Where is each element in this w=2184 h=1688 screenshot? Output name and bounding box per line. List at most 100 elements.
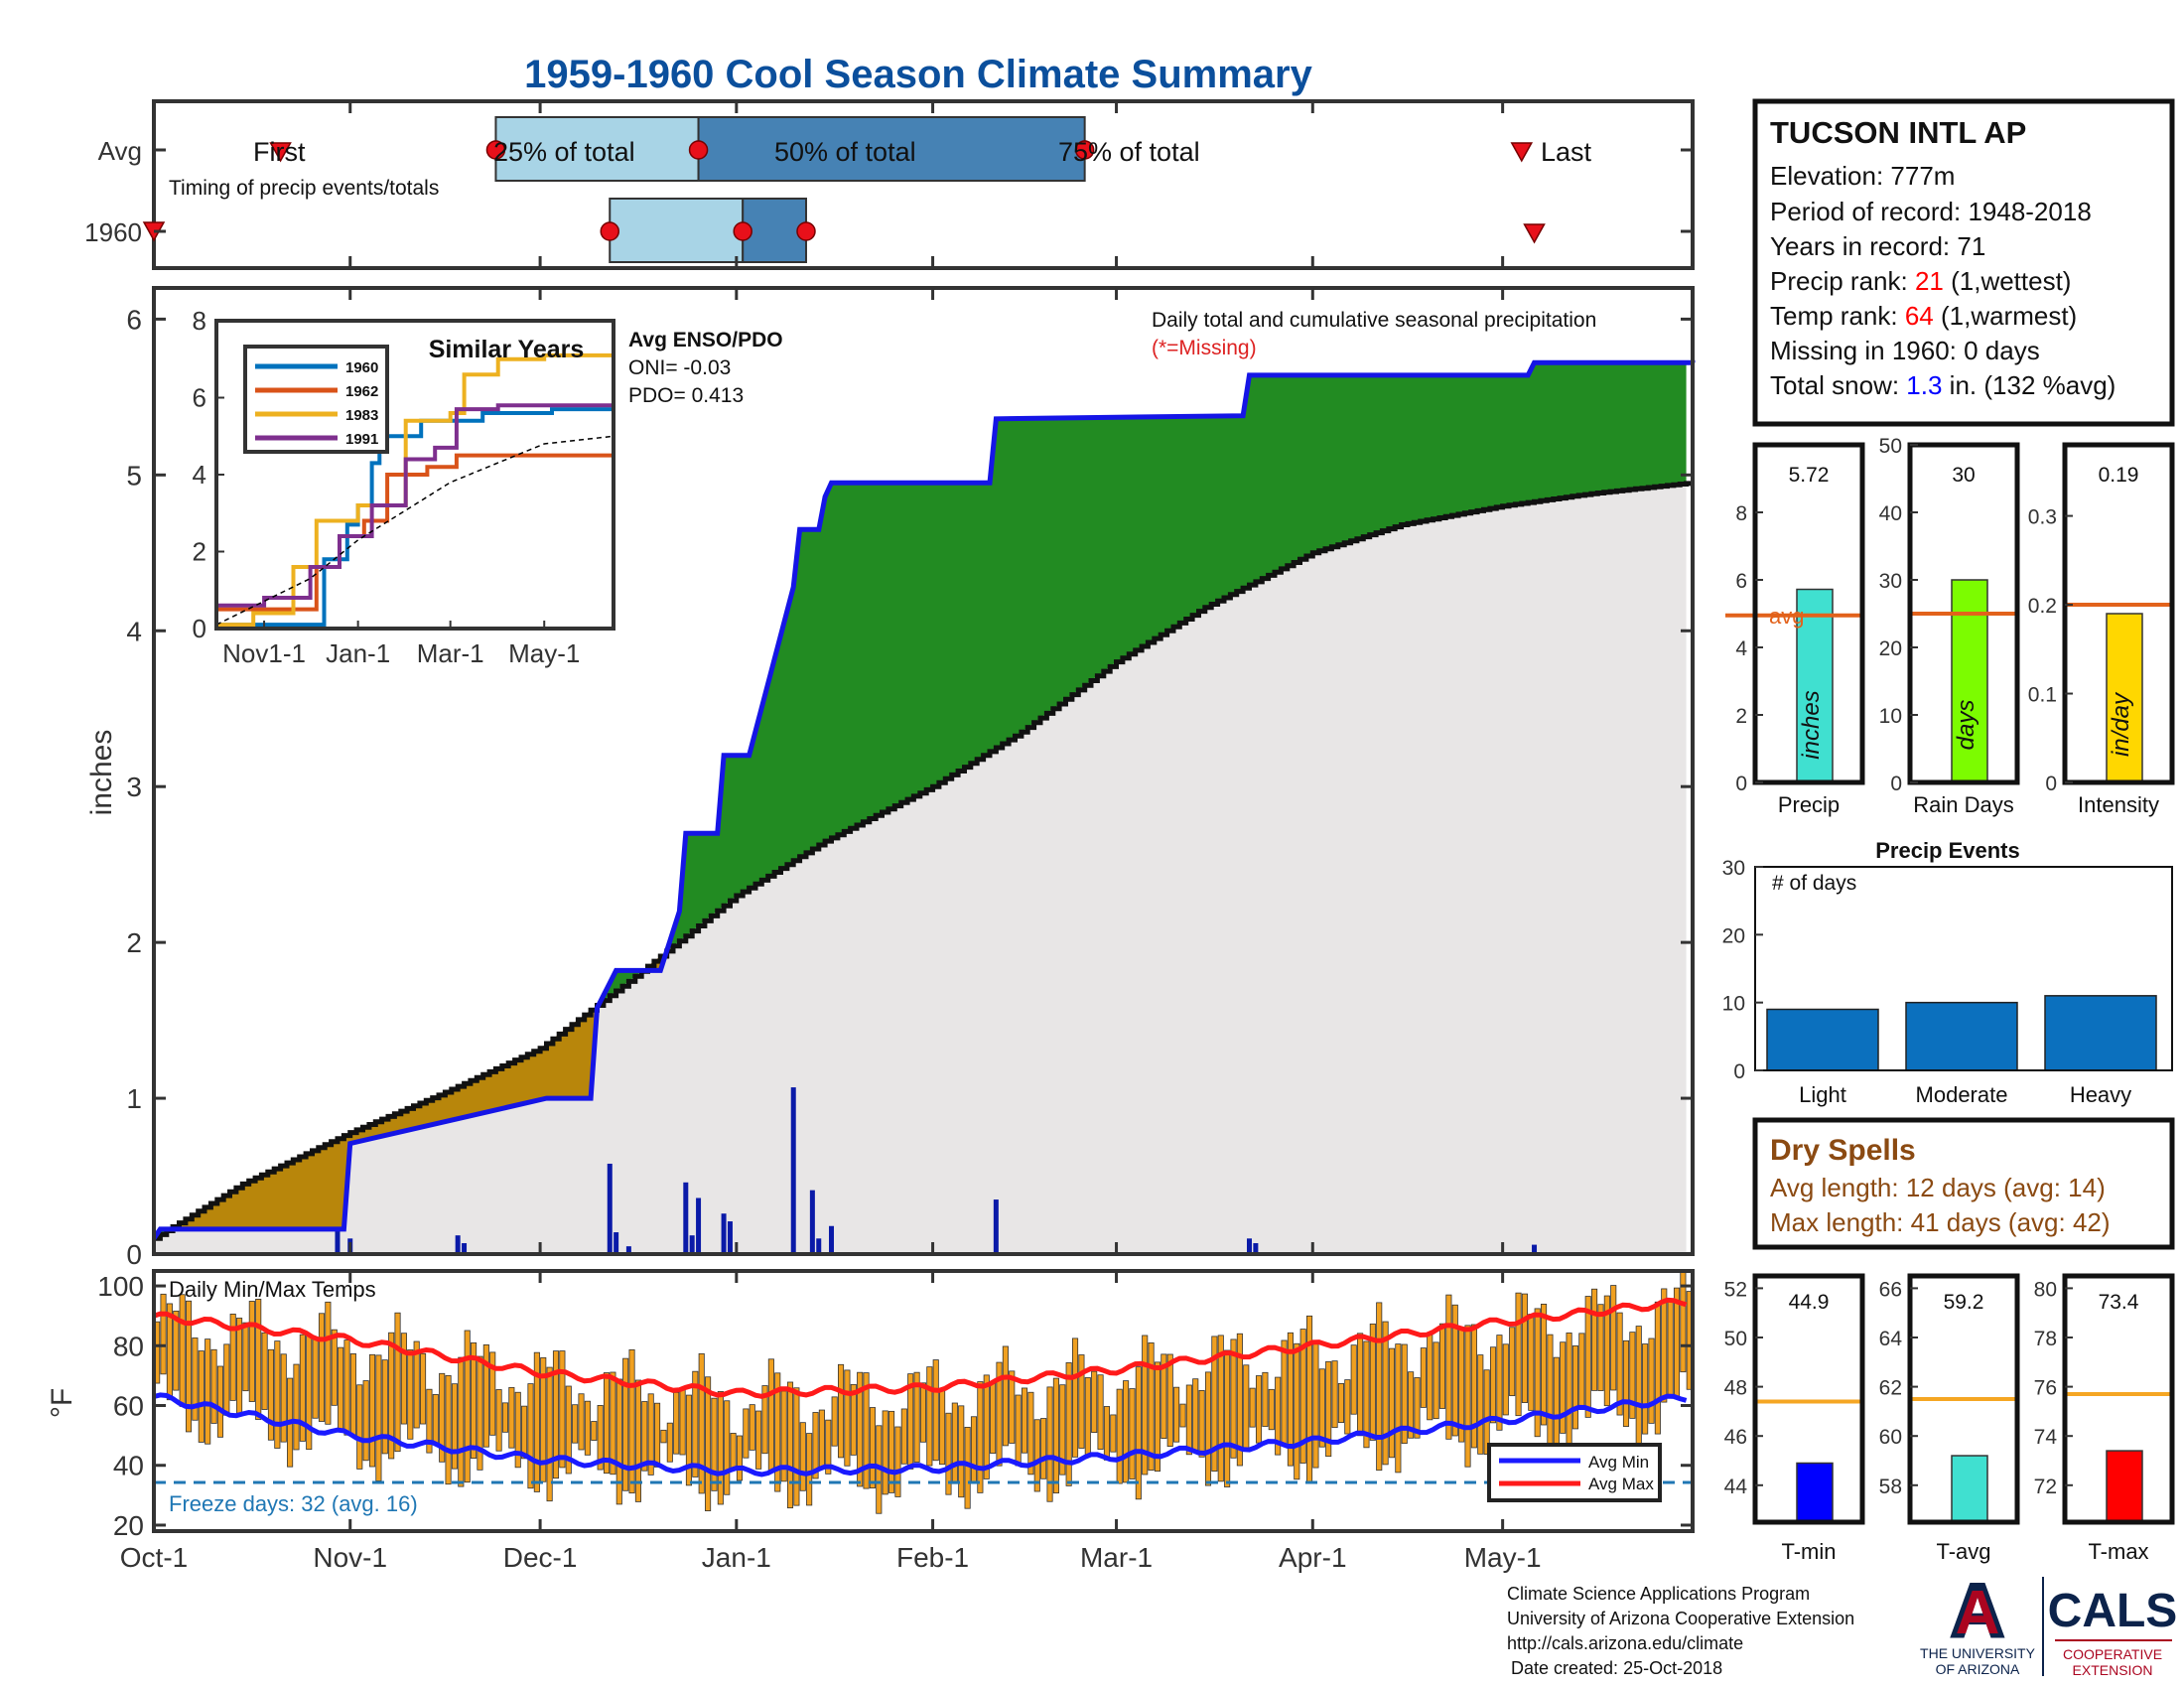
temp-legend xyxy=(1487,1443,1662,1502)
tavg-value: 59.2 xyxy=(1944,1291,1984,1314)
daily-temp-bar xyxy=(198,1350,205,1443)
daily-temp-bar xyxy=(1148,1342,1155,1472)
precip-rank-label: Precip rank: xyxy=(1770,266,1915,296)
daily-temp-bar xyxy=(1560,1341,1567,1434)
similar-y-tick-label: 6 xyxy=(193,383,206,413)
daily-temp-bar xyxy=(192,1337,199,1421)
daily-temp-bar xyxy=(692,1370,699,1477)
month-tick-label: Oct-1 xyxy=(120,1542,188,1573)
avg-50-marker xyxy=(688,140,709,160)
daily-temp-bar xyxy=(1337,1382,1344,1423)
mini-precip-tick-label: 8 xyxy=(1735,502,1747,525)
daily-temp-bar xyxy=(1534,1308,1541,1438)
daily-temp-bar xyxy=(1584,1296,1591,1418)
footer: Climate Science Applications Program Uni… xyxy=(1507,1584,1854,1678)
daily-temp-bar xyxy=(1040,1418,1047,1479)
daily-temp-bar xyxy=(477,1355,483,1471)
daily-temp-bar xyxy=(572,1404,579,1444)
daily-temp-bar xyxy=(755,1410,762,1470)
temp-ylabel: °F xyxy=(46,1388,78,1418)
station-period: Period of record: 1948-2018 xyxy=(1770,197,2092,226)
tmin-value: 44.9 xyxy=(1789,1291,1830,1314)
freeze-note: Freeze days: 32 (avg. 16) xyxy=(169,1491,418,1516)
mini-intensity-tick-label: 0.1 xyxy=(2028,684,2057,707)
daily-temp-bar xyxy=(1541,1303,1548,1426)
avg-last-marker xyxy=(1510,142,1534,163)
timing-label-75: 75% of total xyxy=(1058,137,1200,167)
precip-lines xyxy=(151,359,1696,1241)
station-missing: Missing in 1960: 0 days xyxy=(1770,336,2040,365)
station-snow: Total snow: 1.3 in. (132 %avg) xyxy=(1770,370,2116,400)
daily-temp-bar xyxy=(1597,1304,1604,1391)
precip-daily-bars xyxy=(335,1087,1538,1254)
daily-temp-bar xyxy=(863,1372,870,1489)
mini-intensity-tick-label: 0.3 xyxy=(2028,506,2057,529)
precip-y-tick-label: 5 xyxy=(126,460,142,491)
daily-temp-bar xyxy=(306,1335,313,1451)
mini-precip-tick-label: 4 xyxy=(1735,637,1747,660)
mini-raindays-value: 30 xyxy=(1952,464,1975,487)
daily-temp-bar xyxy=(236,1318,243,1414)
daily-temp-bar xyxy=(1185,1384,1192,1456)
avg-cumulative-line xyxy=(154,481,1693,1241)
daily-temp-bar xyxy=(1078,1354,1085,1449)
dry-spells-frame xyxy=(1752,1117,2175,1250)
daily-temp-bar xyxy=(1477,1354,1484,1455)
missing-label: Missing in 1960: xyxy=(1770,336,1964,365)
dry-spells-title: Dry Spells xyxy=(1770,1134,1916,1167)
events-tick-label: 20 xyxy=(1722,924,1745,947)
tavg-label: T-avg xyxy=(1936,1539,1990,1564)
daily-temp-bar xyxy=(533,1351,540,1492)
event-bar-moderate xyxy=(1905,1001,2018,1071)
month-tick-label: Nov-1 xyxy=(313,1542,387,1573)
daily-temp-bar xyxy=(730,1433,737,1470)
mini-raindays-tick-label: 30 xyxy=(1879,570,1902,593)
temp-y-tick-label: 40 xyxy=(113,1451,144,1481)
tmax-value-bar xyxy=(2106,1450,2143,1523)
station-temp-rank: Temp rank: 64 (1,warmest) xyxy=(1770,301,2077,331)
station-precip-rank: Precip rank: 21 (1,wettest) xyxy=(1770,266,2071,296)
mini-raindays-tick-label: 0 xyxy=(1890,773,1902,795)
page-title: 1959-1960 Cool Season Climate Summary xyxy=(524,53,1312,96)
daily-temp-bar xyxy=(559,1350,566,1469)
timing-label-25: 25% of total xyxy=(493,137,635,167)
mini-raindays-tick-label: 40 xyxy=(1879,502,1902,525)
similar-legend-label-1962: 1962 xyxy=(345,383,378,400)
daily-temp-bar xyxy=(597,1405,604,1471)
mini-raindays-tick-label: 10 xyxy=(1879,705,1902,728)
daily-temp-bar xyxy=(888,1410,895,1493)
tmin-tick-label: 52 xyxy=(1724,1278,1747,1301)
daily-temp-bar xyxy=(1438,1323,1446,1409)
mini-precip-unit: inches xyxy=(1798,690,1825,759)
daily-temp-bar xyxy=(1528,1314,1535,1411)
precip-rank-value: 21 xyxy=(1915,266,1944,296)
daily-temp-bar xyxy=(1281,1339,1288,1445)
daily-temp-bar xyxy=(343,1339,350,1436)
daily-temp-bar xyxy=(1420,1347,1427,1408)
daily-temp-bar xyxy=(932,1359,939,1462)
similar-x-tick-label: May-1 xyxy=(508,638,580,668)
daily-precip-bar xyxy=(809,1190,815,1254)
similar-year-line-1962 xyxy=(216,453,614,612)
precip-frame xyxy=(152,286,1695,1256)
daily-temp-bar xyxy=(951,1402,958,1484)
daily-temp-bar xyxy=(1262,1371,1269,1427)
daily-temp-bar xyxy=(1135,1366,1142,1500)
timing-marks xyxy=(142,116,1693,263)
avg-25-marker xyxy=(485,140,506,160)
daily-temp-bar xyxy=(552,1350,560,1479)
dry-spells-avg: Avg length: 12 days (avg: 14) xyxy=(1770,1173,2106,1202)
above-avg-band-4 xyxy=(666,362,1687,951)
daily-temp-bar xyxy=(1179,1403,1186,1428)
mini-intensity-unit: in/day xyxy=(2108,691,2134,757)
legend-avg-min: Avg Min xyxy=(1588,1453,1649,1472)
daily-temp-bar xyxy=(1376,1302,1383,1472)
daily-temp-bar xyxy=(1142,1335,1149,1476)
timing-caption: Timing of precip events/totals xyxy=(169,177,439,200)
precip-y-tick-label: 0 xyxy=(126,1239,142,1270)
daily-temp-bar xyxy=(1015,1394,1022,1467)
daily-precip-bar xyxy=(1253,1243,1259,1254)
daily-temp-bar xyxy=(1445,1294,1452,1440)
daily-temp-bar xyxy=(1255,1375,1263,1444)
precip-events-title: Precip Events xyxy=(1875,838,2020,863)
